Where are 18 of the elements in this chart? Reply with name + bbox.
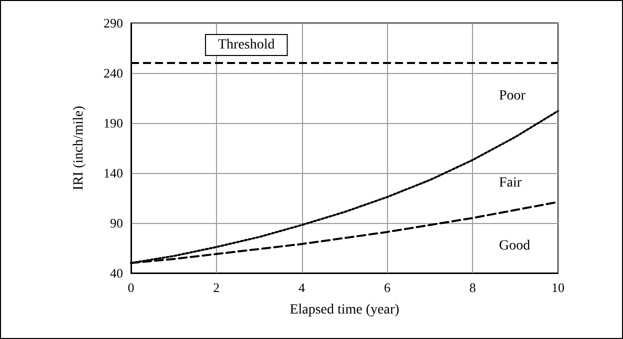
y-tick-label: 40 <box>110 266 123 280</box>
x-tick-label: 10 <box>552 280 564 295</box>
y-tick-label: 190 <box>104 116 123 130</box>
y-axis-title: IRI (inch/mile) <box>72 105 86 190</box>
y-tick-label: 90 <box>110 216 123 230</box>
ref-line-label: Threshold <box>218 38 275 52</box>
annotation: Poor <box>499 88 526 104</box>
annotation: Good <box>499 238 530 254</box>
y-tick-label: 240 <box>104 66 123 80</box>
x-axis-title: Elapsed time (year) <box>290 302 400 318</box>
x-tick-label: 0 <box>128 280 134 295</box>
x-tick-label: 2 <box>213 280 220 295</box>
x-tick-label: 4 <box>298 280 306 295</box>
y-tick-label: 140 <box>104 166 123 180</box>
annotation: Fair <box>499 176 522 190</box>
x-tick-label: 6 <box>384 280 391 295</box>
y-tick-label: 290 <box>104 16 123 30</box>
x-tick-label: 8 <box>469 280 476 295</box>
